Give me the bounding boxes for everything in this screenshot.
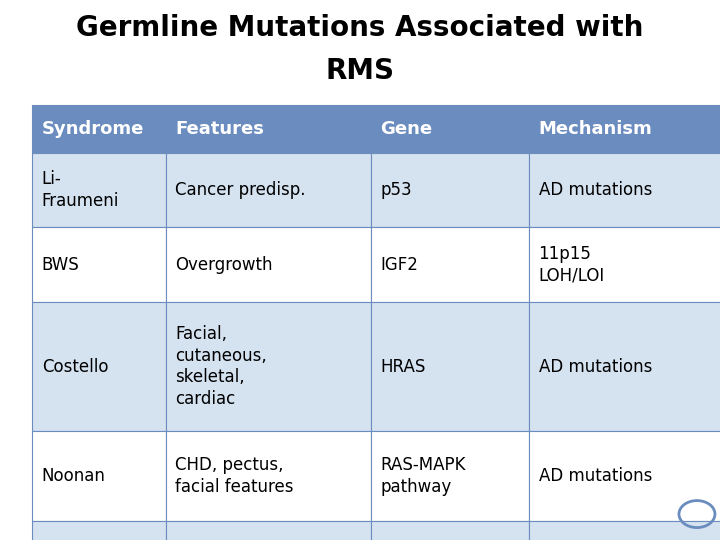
Text: AD mutations: AD mutations — [539, 467, 652, 485]
Text: Cancer predisp.: Cancer predisp. — [175, 181, 305, 199]
Text: p53: p53 — [380, 181, 412, 199]
Text: AD mutations: AD mutations — [539, 357, 652, 376]
Bar — [371, 431, 529, 521]
Bar — [166, 521, 371, 540]
Bar — [371, 227, 529, 302]
Bar — [529, 302, 720, 431]
Text: Facial,
cutaneous,
skeletal,
cardiac: Facial, cutaneous, skeletal, cardiac — [175, 326, 266, 408]
Bar — [371, 153, 529, 227]
Bar — [529, 227, 720, 302]
Bar — [371, 105, 529, 153]
Bar — [32, 227, 166, 302]
Bar — [371, 521, 529, 540]
Text: Features: Features — [175, 120, 264, 138]
Bar — [529, 153, 720, 227]
Text: Syndrome: Syndrome — [42, 120, 144, 138]
Bar — [32, 431, 166, 521]
Text: RAS-MAPK
pathway: RAS-MAPK pathway — [380, 456, 466, 496]
Bar — [32, 521, 166, 540]
Text: Costello: Costello — [42, 357, 108, 376]
Text: HRAS: HRAS — [380, 357, 426, 376]
Text: BWS: BWS — [42, 255, 79, 274]
Text: 11p15
LOH/LOI: 11p15 LOH/LOI — [539, 245, 605, 285]
Bar — [32, 302, 166, 431]
Text: Gene: Gene — [380, 120, 432, 138]
Bar — [529, 105, 720, 153]
Bar — [529, 521, 720, 540]
Bar — [371, 302, 529, 431]
Text: Mechanism: Mechanism — [539, 120, 652, 138]
Text: Noonan: Noonan — [42, 467, 106, 485]
Text: Overgrowth: Overgrowth — [175, 255, 272, 274]
Bar — [529, 431, 720, 521]
Bar — [32, 105, 166, 153]
Bar — [166, 302, 371, 431]
Text: Li-
Fraumeni: Li- Fraumeni — [42, 170, 119, 210]
Bar — [166, 153, 371, 227]
Bar — [32, 153, 166, 227]
Text: IGF2: IGF2 — [380, 255, 418, 274]
Text: Germline Mutations Associated with: Germline Mutations Associated with — [76, 14, 644, 42]
Text: RMS: RMS — [325, 57, 395, 85]
Text: CHD, pectus,
facial features: CHD, pectus, facial features — [175, 456, 294, 496]
Text: AD mutations: AD mutations — [539, 181, 652, 199]
Bar — [166, 227, 371, 302]
Bar — [166, 431, 371, 521]
Bar — [166, 105, 371, 153]
